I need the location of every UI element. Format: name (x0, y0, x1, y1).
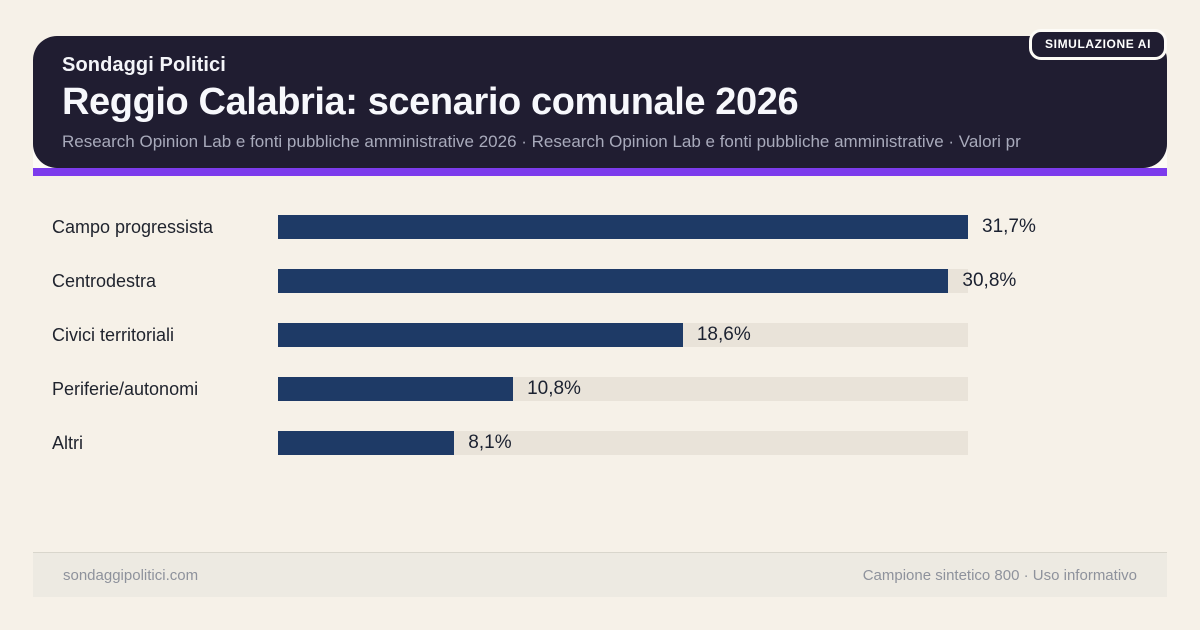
category-label: Centrodestra (52, 270, 157, 291)
value-label: 10,8% (527, 378, 581, 399)
value-label: 18,6% (696, 324, 751, 345)
bar-track: 30,8% (278, 269, 1016, 293)
footer-note: Campione sintetico 800 · Uso informativo (862, 566, 1137, 584)
bar-fill (278, 215, 968, 239)
category-label: Campo progressista (52, 216, 214, 237)
simulation-badge: SIMULAZIONE AI (1029, 29, 1167, 60)
chart-row: Civici territoriali 18,6% (33, 323, 1167, 347)
category-label: Periferie/autonomi (52, 378, 199, 399)
bar-fill (278, 377, 514, 401)
footer-site: sondaggipolitici.com (63, 566, 199, 584)
brand-kicker: Sondaggi Politici (62, 54, 226, 76)
value-label: 8,1% (468, 432, 512, 453)
bar-track: 8,1% (278, 431, 968, 455)
chart-rows: Campo progressista 31,7% Centrodestra 30… (33, 176, 1167, 485)
bar-track: 18,6% (278, 323, 968, 347)
value-label: 30,8% (962, 270, 1017, 291)
category-label: Civici territoriali (52, 324, 175, 345)
bar-fill (278, 323, 683, 347)
page-title: Reggio Calabria: scenario comunale 2026 (62, 81, 799, 123)
bar-track: 31,7% (278, 215, 1036, 239)
chart-row: Periferie/autonomi 10,8% (33, 377, 1167, 401)
chart-row: Altri 8,1% (33, 431, 1167, 455)
chart-row: Centrodestra 30,8% (33, 269, 1167, 293)
category-label: Altri (52, 432, 83, 453)
source-subtitle: Research Opinion Lab e fonti pubbliche a… (62, 131, 1021, 151)
value-label: 31,7% (982, 216, 1036, 237)
footer-bar: sondaggipolitici.com Campione sintetico … (33, 552, 1167, 597)
header-card: SIMULAZIONE AI Sondaggi Politici Reggio … (33, 29, 1167, 176)
accent-strip (33, 168, 1167, 176)
bar-fill (278, 431, 455, 455)
header-panel: Sondaggi Politici Reggio Calabria: scena… (33, 36, 1167, 168)
bar-track: 10,8% (278, 377, 968, 401)
chart-row: Campo progressista 31,7% (33, 215, 1167, 239)
bar-fill (278, 269, 949, 293)
